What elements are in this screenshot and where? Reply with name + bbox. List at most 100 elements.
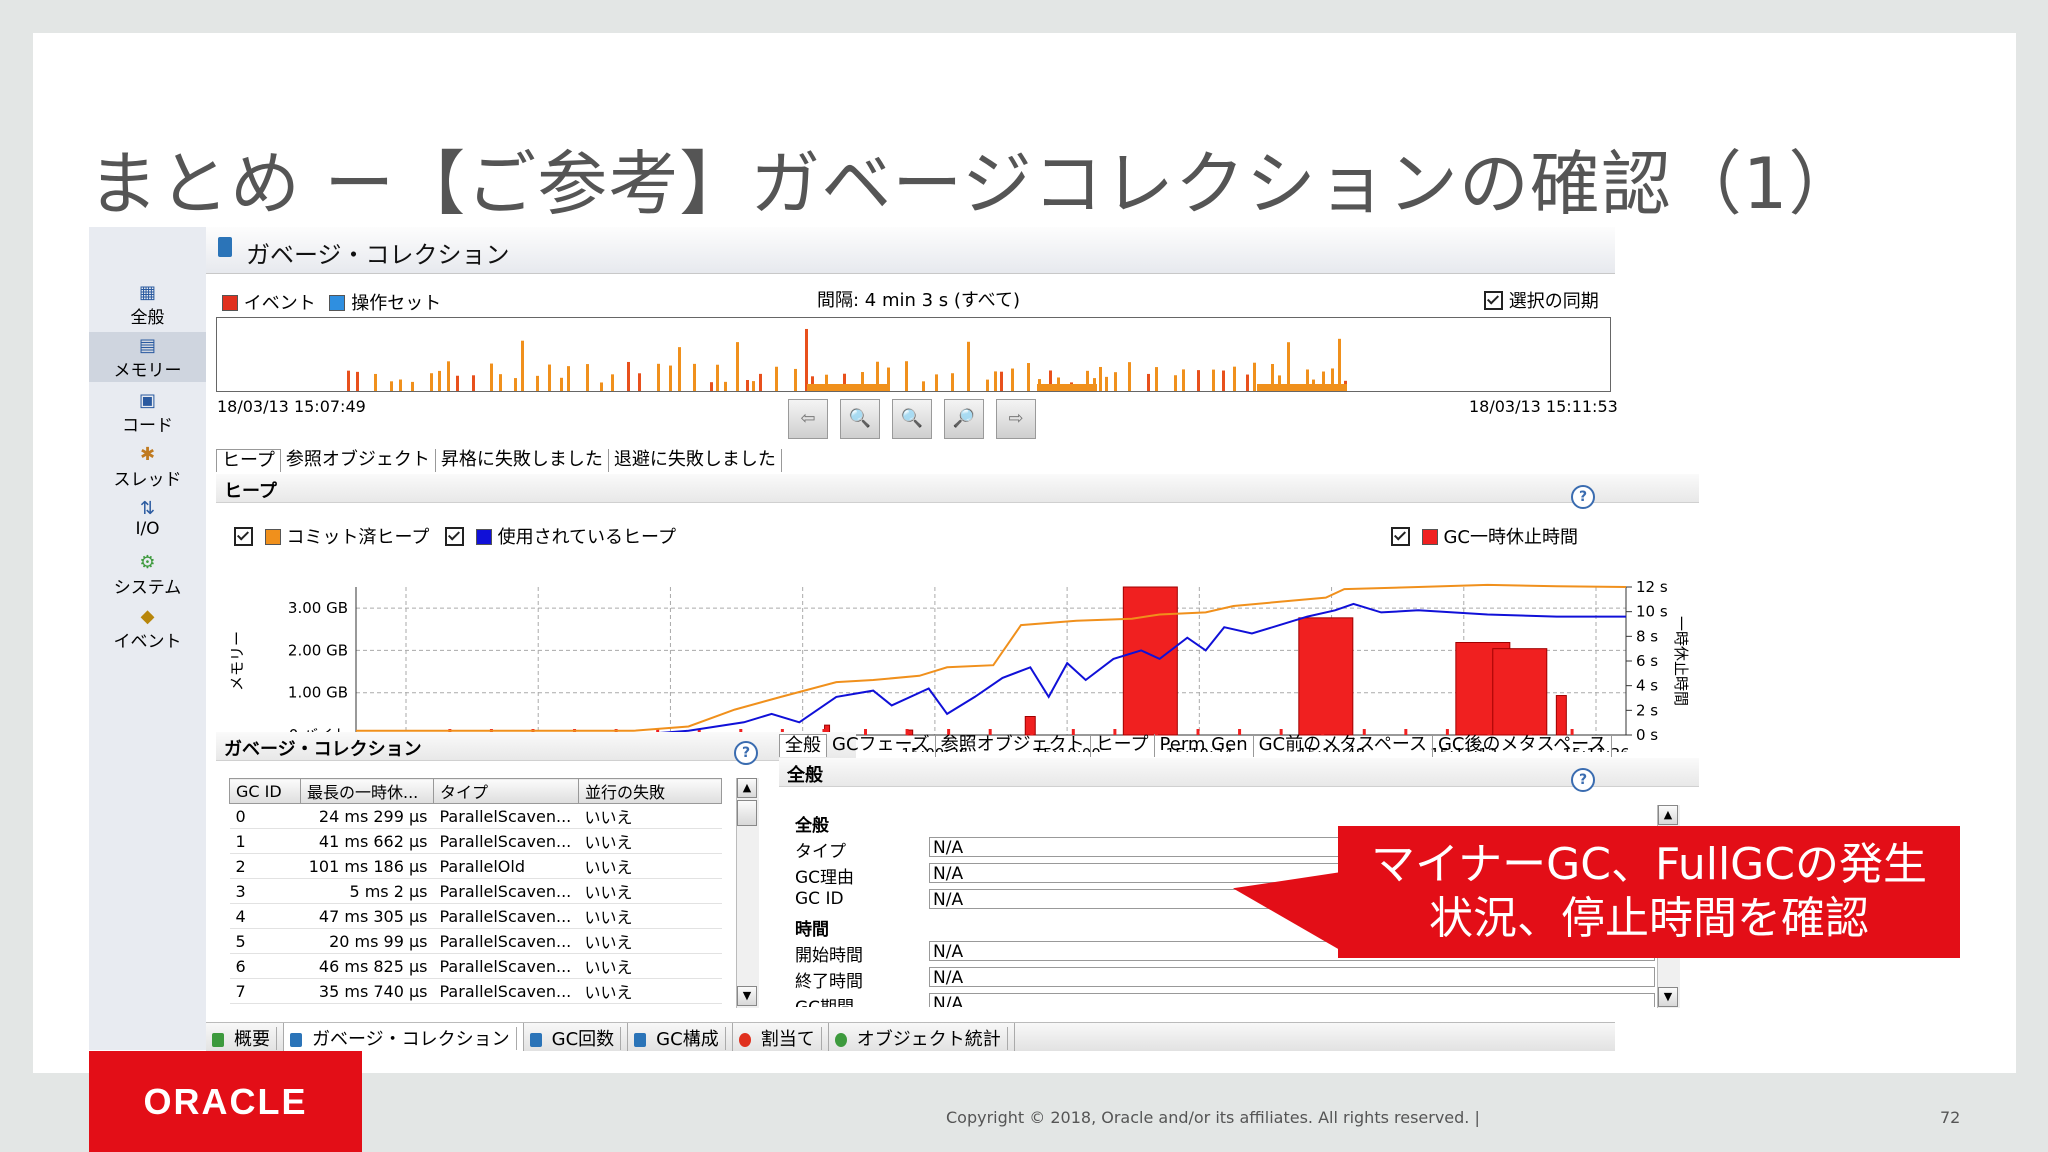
pause-bar [1298, 617, 1354, 736]
pause-bar [905, 729, 909, 735]
table-row[interactable]: 7 35 ms 740 µs ParallelScaven... いいえ [229, 978, 722, 1004]
overview-legend: イベント 操作セット [222, 289, 441, 315]
detail-section-bar: 全般 [779, 758, 1699, 787]
zoom-out-button[interactable]: 🔍 [840, 399, 880, 439]
gc-table-scrollbar[interactable]: ▲ ▼ [736, 778, 759, 1008]
event-marker [548, 364, 551, 391]
callout-line1: マイナーGC、FullGCの発生 [1371, 839, 1927, 890]
nav-item-event[interactable]: ◆ イベント [89, 603, 206, 653]
table-row[interactable]: 0 24 ms 299 µs ParallelScaven... いいえ [229, 803, 722, 829]
io-icon: ⇅ [139, 498, 156, 519]
event-marker [657, 363, 660, 391]
scroll-down-button[interactable]: ▼ [1658, 987, 1678, 1007]
table-row[interactable]: 5 20 ms 99 µs ParallelScaven... いいえ [229, 928, 722, 954]
sync-checkbox[interactable]: 選択の同期 [1484, 287, 1599, 313]
nav-item-code[interactable]: ▣ コード [89, 387, 206, 437]
y2-axis-label: 一時休止時間 [1672, 616, 1690, 706]
tab-heap[interactable]: ヒープ [216, 449, 281, 472]
scroll-right-button[interactable]: ⇨ [996, 399, 1036, 439]
event-marker [1049, 370, 1052, 391]
y2-tick-label: 2 s [1636, 701, 1658, 719]
nav-item-thread[interactable]: ✱ スレッド [89, 441, 206, 491]
tab-general[interactable]: 全般 [779, 734, 827, 757]
table-row[interactable]: 4 47 ms 305 µs ParallelScaven... いいえ [229, 903, 722, 929]
table-row[interactable]: 1 41 ms 662 µs ParallelScaven... いいえ [229, 828, 722, 854]
event-marker [1306, 369, 1309, 391]
event-marker [567, 366, 570, 391]
end-field[interactable]: N/A [929, 967, 1655, 988]
event-marker [374, 373, 377, 391]
event-marker [1128, 362, 1131, 391]
table-cell: 3 [229, 878, 301, 904]
checkbox-icon[interactable] [445, 527, 465, 546]
tab-object-stats[interactable]: オブジェクト統計 [829, 1023, 1015, 1051]
y-axis-label: メモリー [228, 631, 246, 691]
tab-allocation[interactable]: 割当て [733, 1023, 829, 1051]
zoom-in-button[interactable]: 🔎 [944, 399, 984, 439]
scroll-up-button[interactable]: ▲ [1658, 805, 1678, 825]
tab-heap[interactable]: ヒープ [1091, 734, 1155, 757]
y2-tick-label: 12 s [1636, 578, 1668, 596]
help-icon[interactable]: ? [1571, 768, 1595, 792]
tab-reference-objects[interactable]: 参照オブジェクト [936, 734, 1091, 757]
tab-label: GC回数 [545, 1027, 622, 1050]
table-cell: ParallelOld [433, 853, 579, 879]
column-header[interactable]: 並行の失敗 [578, 778, 722, 804]
column-header[interactable]: タイプ [433, 778, 579, 804]
tab-metaspace-after[interactable]: GC後のメタスペース [1433, 734, 1613, 757]
scroll-down-button[interactable]: ▼ [737, 986, 757, 1006]
checkbox-icon[interactable] [1391, 527, 1410, 546]
event-marker [716, 364, 719, 391]
tab-label: オブジェクト統計 [850, 1027, 1008, 1050]
nav-item-general[interactable]: ▦ 全般 [89, 279, 206, 329]
nav-item-io[interactable]: ⇅ I/O [89, 495, 206, 545]
tab-promotion-failed[interactable]: 昇格に失敗しました [436, 449, 609, 472]
event-marker [1246, 374, 1249, 391]
tab-metaspace-before[interactable]: GC前のメタスペース [1254, 734, 1433, 757]
detail-tabs: 全般 GCフェーズ 参照オブジェクト ヒープ Perm Gen GC前のメタスペ… [779, 734, 1613, 757]
table-cell: ParallelScaven... [433, 878, 579, 904]
x-tick-label: 15:10:00 [1033, 745, 1100, 752]
table-row[interactable]: 2 101 ms 186 µs ParallelOld いいえ [229, 853, 722, 879]
x-tick-label: 15:11:36 [1562, 745, 1629, 752]
tab-reference-objects[interactable]: 参照オブジェクト [281, 449, 436, 472]
table-row[interactable]: 6 46 ms 825 µs ParallelScaven... いいえ [229, 953, 722, 979]
event-marker [967, 341, 970, 391]
legend-pause: GC一時休止時間 [1443, 527, 1578, 548]
overview-timeline[interactable] [216, 317, 1611, 392]
event-marker [490, 363, 493, 391]
table-cell: 46 ms 825 µs [300, 953, 434, 979]
nav-item-memory[interactable]: ▤ メモリー [89, 332, 206, 382]
help-icon[interactable]: ? [734, 741, 758, 765]
scroll-left-button[interactable]: ⇦ [788, 399, 828, 439]
page-title: ガベージ・コレクション [246, 241, 510, 269]
help-icon[interactable]: ? [1571, 485, 1595, 509]
scroll-up-button[interactable]: ▲ [737, 778, 757, 798]
scroll-thumb[interactable] [737, 800, 757, 826]
nav-item-system[interactable]: ⚙ システム [89, 549, 206, 599]
event-marker [1331, 368, 1334, 391]
column-header[interactable]: GC ID [229, 778, 301, 804]
event-icon: ◆ [140, 606, 155, 627]
table-cell: 4 [229, 903, 301, 929]
tab-gc-phases[interactable]: GCフェーズ [827, 734, 936, 757]
column-header[interactable]: 最長の一時休... [300, 778, 434, 804]
tab-gc-config[interactable]: GC構成 [628, 1023, 733, 1051]
tab-overview[interactable]: 概要 [206, 1023, 284, 1051]
jmc-window: ▦ 全般 ▤ メモリー ▣ コード ✱ スレッド ⇅ I/O ⚙ システム ◆ … [89, 227, 1699, 1051]
checkbox-icon[interactable] [234, 527, 253, 546]
event-marker [807, 384, 887, 391]
event-marker [1278, 375, 1281, 391]
zoom-reset-button[interactable]: 🔍 [892, 399, 932, 439]
period-field[interactable]: N/A [929, 993, 1655, 1007]
event-marker [1114, 372, 1117, 391]
tab-perm-gen[interactable]: Perm Gen [1155, 734, 1254, 757]
table-cell: 35 ms 740 µs [300, 978, 434, 1004]
cause-label: GC理由 [795, 868, 855, 888]
config-icon [634, 1033, 647, 1047]
tab-evacuation-failed[interactable]: 退避に失敗しました [609, 449, 782, 472]
tab-garbage-collection[interactable]: ガベージ・コレクション [284, 1023, 524, 1051]
event-marker [1037, 384, 1097, 391]
tab-gc-count[interactable]: GC回数 [524, 1023, 629, 1051]
